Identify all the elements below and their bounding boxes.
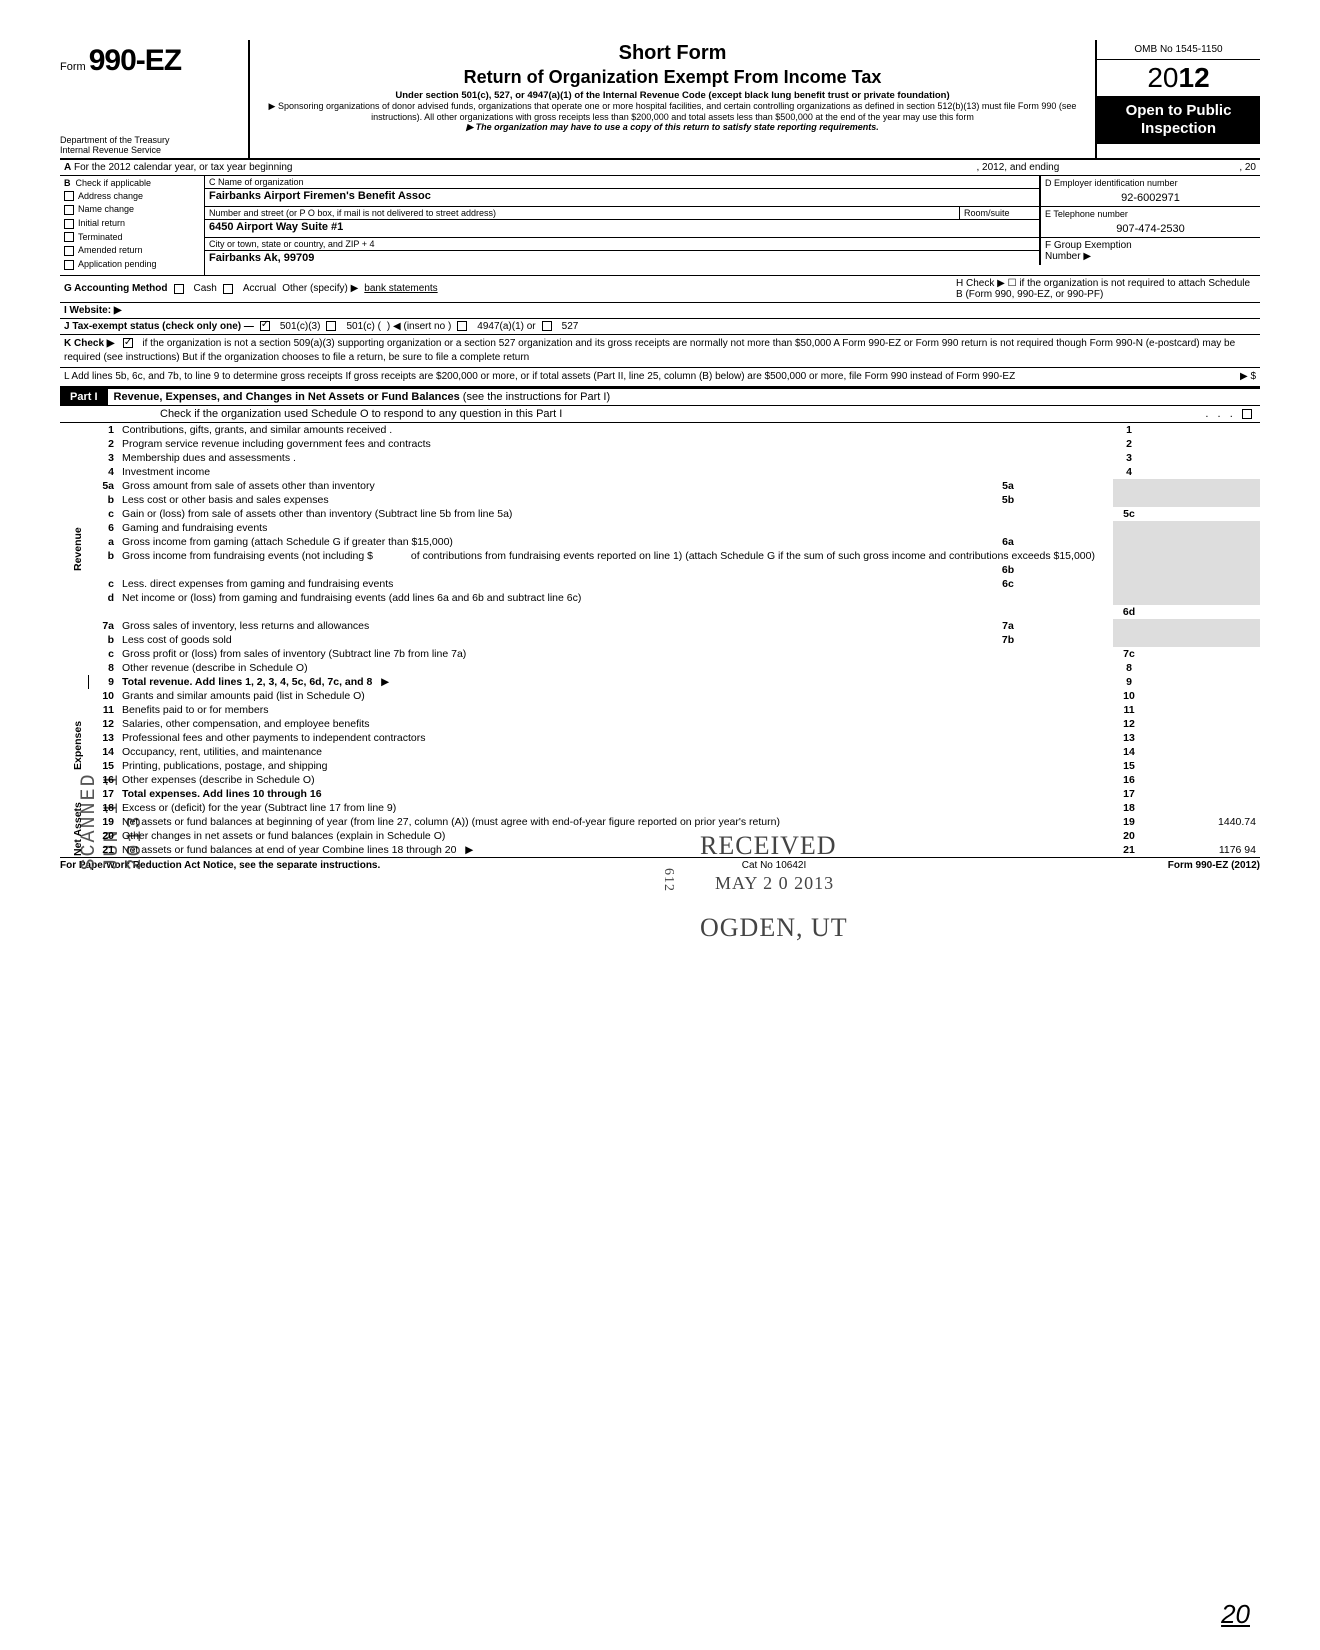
- identity-block: B Check if applicable Address change Nam…: [60, 176, 1260, 276]
- cb-4947a1[interactable]: [457, 321, 467, 331]
- row-l: L Add lines 5b, 6c, and 7b, to line 9 to…: [60, 368, 1260, 387]
- cat-no: Cat No 10642I: [742, 860, 807, 871]
- label-phone: E Telephone number: [1041, 207, 1260, 221]
- city-value: Fairbanks Ak, 99709: [205, 250, 1039, 265]
- cb-501c3[interactable]: [260, 321, 270, 331]
- part1-table: Revenue 1Contributions, gifts, grants, a…: [60, 423, 1260, 857]
- cb-name-change[interactable]: [64, 205, 74, 215]
- copy-note: ▶ The organization may have to use a cop…: [256, 122, 1089, 133]
- form-footer: For Paperwork Reduction Act Notice, see …: [60, 857, 1260, 871]
- cb-cash[interactable]: [174, 284, 184, 294]
- street-address: 6450 Airport Way Suite #1: [205, 219, 1039, 234]
- label-ein: D Employer identification number: [1041, 176, 1260, 190]
- form-id-footer: Form 990-EZ (2012): [1168, 860, 1260, 871]
- label-room: Room/suite: [959, 207, 1039, 219]
- side-label-revenue: Revenue: [60, 423, 88, 675]
- cb-address-change[interactable]: [64, 191, 74, 201]
- form-number: Form 990-EZ: [60, 44, 242, 78]
- stamp-612: 612: [660, 868, 676, 892]
- part1-header: Part I Revenue, Expenses, and Changes in…: [60, 387, 1260, 406]
- subtitle-1: Under section 501(c), 527, or 4947(a)(1)…: [256, 90, 1089, 101]
- group-exemption: F Group ExemptionNumber ▶: [1040, 238, 1260, 265]
- org-name: Fairbanks Airport Firemen's Benefit Asso…: [205, 189, 1039, 203]
- part1-check-o: Check if the organization used Schedule …: [60, 406, 1260, 423]
- row-i-website: I Website: ▶: [60, 303, 1260, 319]
- cb-accrual[interactable]: [223, 284, 233, 294]
- date-stamp: MAY 2 0 2013: [715, 873, 834, 894]
- value-line-21: 1176 94: [1145, 843, 1260, 857]
- subtitle-2: ▶ Sponsoring organizations of donor advi…: [256, 101, 1089, 122]
- short-form-title: Short Form: [256, 42, 1089, 65]
- form-990ez: SCANNED JUN 1 1 2013 Form 990-EZ Departm…: [60, 40, 1260, 871]
- cb-initial-return[interactable]: [64, 219, 74, 229]
- cb-527[interactable]: [542, 321, 552, 331]
- cb-schedule-o[interactable]: [1242, 409, 1252, 419]
- row-h-schedule-b: H Check ▶ ☐ if the organization is not r…: [956, 278, 1256, 300]
- cb-app-pending[interactable]: [64, 260, 74, 270]
- label-street: Number and street (or P O box, if mail i…: [205, 207, 959, 219]
- return-title: Return of Organization Exempt From Incom…: [256, 67, 1089, 88]
- cb-k[interactable]: [123, 338, 133, 348]
- cb-amended[interactable]: [64, 246, 74, 256]
- cb-terminated[interactable]: [64, 232, 74, 242]
- value-line-19: 1440.74: [1145, 815, 1260, 829]
- cb-501c[interactable]: [326, 321, 336, 331]
- accounting-other-val: bank statements: [364, 283, 437, 294]
- ogden-stamp: OGDEN, UT: [700, 913, 848, 943]
- phone-value: 907-474-2530: [1041, 221, 1260, 237]
- row-j-tax-exempt: J Tax-exempt status (check only one) — 5…: [60, 319, 1260, 335]
- label-city: City or town, state or country, and ZIP …: [205, 238, 1039, 250]
- ein-value: 92-6002971: [1041, 190, 1260, 206]
- side-label-expenses: Expenses: [60, 689, 88, 801]
- form-header: Form 990-EZ Department of the Treasury I…: [60, 40, 1260, 160]
- col-b-checkboxes: B Check if applicable Address change Nam…: [60, 176, 205, 275]
- row-k: K Check ▶ if the organization is not a s…: [60, 335, 1260, 368]
- handwritten-page-number: 20: [1221, 1599, 1250, 1630]
- row-g-accounting: G Accounting Method Cash Accrual Other (…: [60, 276, 1260, 303]
- tax-year: 2012: [1097, 60, 1260, 96]
- dept-block: Department of the Treasury Internal Reve…: [60, 136, 242, 156]
- open-to-public: Open to Public Inspection: [1097, 96, 1260, 144]
- label-org-name: C Name of organization: [205, 176, 1039, 189]
- omb-number: OMB No 1545-1150: [1097, 40, 1260, 60]
- row-a-tax-year: A For the 2012 calendar year, or tax yea…: [60, 160, 1260, 176]
- side-label-net-assets: Net Assets: [60, 801, 88, 857]
